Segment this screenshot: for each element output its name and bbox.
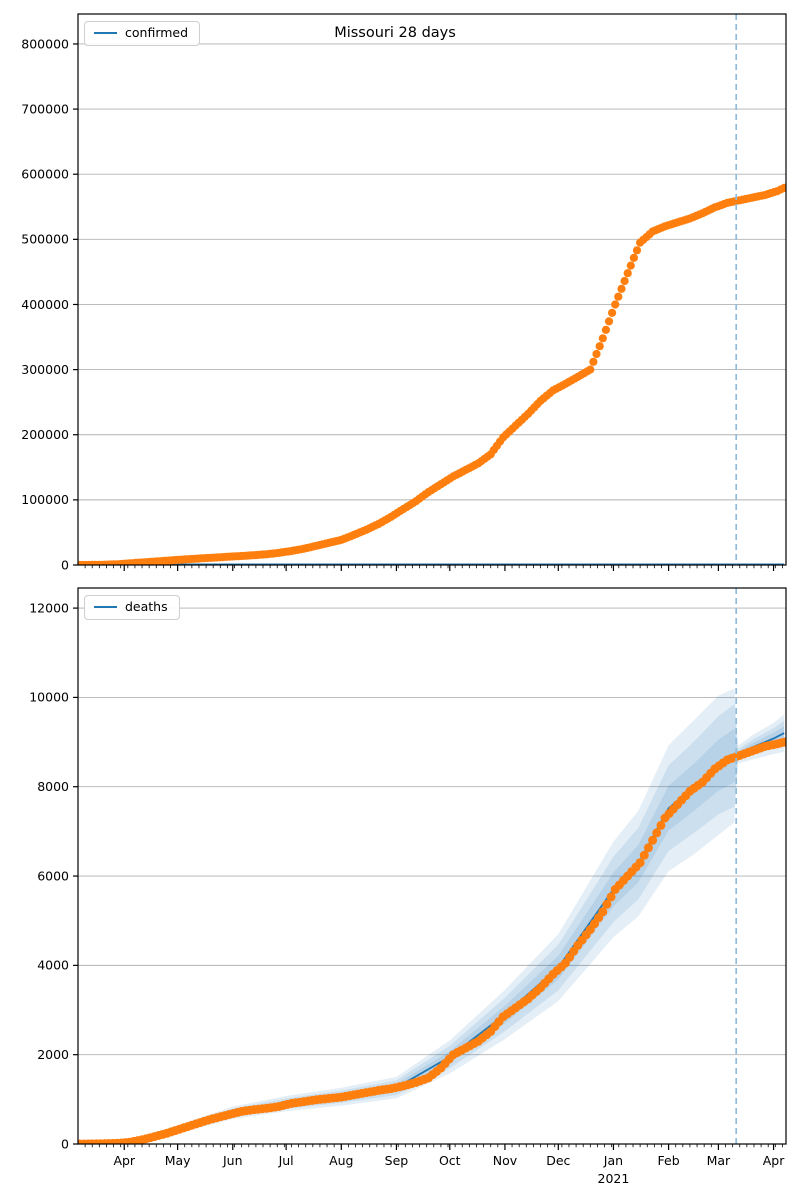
svg-text:300000: 300000: [21, 362, 69, 377]
gridlines-confirmed: [78, 43, 786, 566]
x-axis-deaths: Apr May Jun Jul Aug Sep Oct Nov Dec Jan Feb Mar Apr 2…: [84, 1144, 785, 1186]
svg-text:Feb: Feb: [658, 1153, 680, 1168]
legend-line-sample-confirmed: [94, 32, 117, 35]
confidence-band: [79, 688, 785, 1144]
svg-text:100000: 100000: [21, 492, 69, 507]
svg-text:Mar: Mar: [707, 1153, 731, 1168]
svg-text:Sep: Sep: [385, 1153, 409, 1168]
svg-text:Aug: Aug: [329, 1153, 353, 1168]
svg-text:Jul: Jul: [278, 1153, 294, 1168]
svg-text:0: 0: [61, 557, 69, 572]
svg-text:Oct: Oct: [439, 1153, 461, 1168]
svg-text:Nov: Nov: [493, 1153, 518, 1168]
axes-frame-deaths: [77, 587, 787, 1145]
svg-text:2000: 2000: [37, 1047, 69, 1062]
data-layer-deaths: [78, 688, 786, 1144]
axes-frame-confirmed: [77, 13, 787, 566]
svg-text:400000: 400000: [21, 297, 69, 312]
data-layer-confirmed: [78, 183, 786, 565]
svg-text:6000: 6000: [37, 868, 69, 883]
svg-text:10000: 10000: [29, 690, 69, 705]
svg-text:800000: 800000: [21, 36, 69, 51]
svg-text:Jan: Jan: [603, 1153, 623, 1168]
svg-text:600000: 600000: [21, 167, 69, 182]
svg-text:Apr: Apr: [763, 1153, 785, 1168]
svg-text:May: May: [165, 1153, 191, 1168]
legend-label-deaths: deaths: [125, 599, 168, 614]
svg-text:12000: 12000: [29, 600, 69, 615]
y-axis-deaths: 0 2000 4000 6000 8000 10000 12000: [29, 600, 78, 1151]
legend-label-confirmed: confirmed: [125, 25, 189, 40]
svg-text:500000: 500000: [21, 232, 69, 247]
observed-dots-deaths: [78, 737, 786, 1144]
svg-text:8000: 8000: [37, 779, 69, 794]
chart-title: Missouri 28 days: [334, 25, 456, 41]
legend-confirmed: confirmed: [84, 21, 201, 46]
svg-text:700000: 700000: [21, 101, 69, 116]
legend-line-sample-deaths: [94, 606, 117, 609]
svg-text:Dec: Dec: [546, 1153, 570, 1168]
legend-deaths: deaths: [84, 595, 180, 620]
x-axis-confirmed: [84, 565, 783, 571]
year-label: 2021: [598, 1171, 630, 1186]
observed-dots-confirmed: [78, 183, 786, 565]
y-axis-confirmed: 0 100000 200000 300000 400000 500000 600000 700…: [21, 36, 78, 572]
confidence-band: [79, 704, 785, 1144]
svg-text:0: 0: [61, 1136, 69, 1151]
svg-text:Jun: Jun: [222, 1153, 243, 1168]
svg-text:4000: 4000: [37, 958, 69, 973]
svg-text:Apr: Apr: [113, 1153, 135, 1168]
svg-text:200000: 200000: [21, 427, 69, 442]
chart-confirmed: 0 100000 200000 300000 400000 500000 600000 700…: [21, 13, 787, 572]
